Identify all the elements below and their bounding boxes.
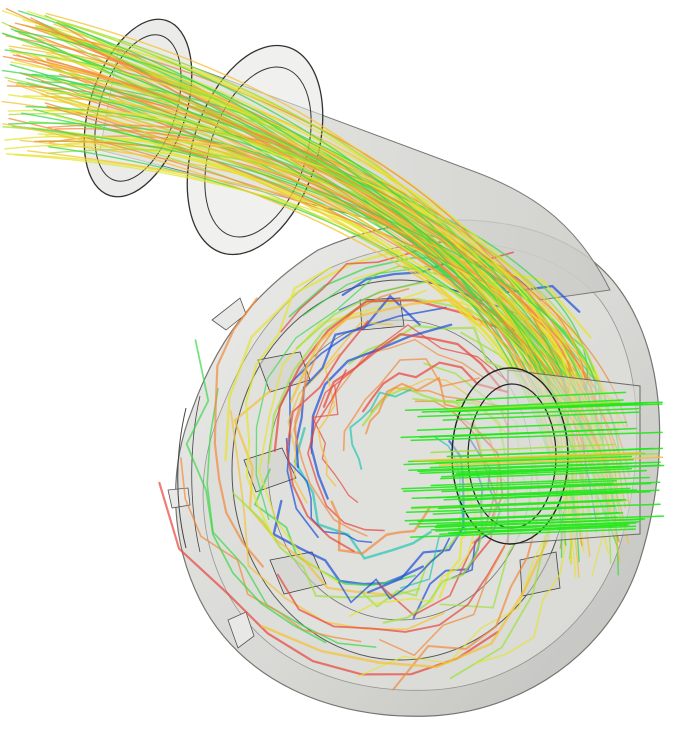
streamline — [438, 456, 664, 466]
streamline — [411, 489, 660, 500]
streamline — [412, 451, 642, 462]
streamline — [365, 376, 465, 435]
streamline — [8, 117, 571, 402]
streamline — [348, 535, 474, 617]
streamline — [347, 324, 533, 403]
streamline — [45, 139, 579, 411]
streamline — [439, 469, 647, 480]
streamline — [410, 498, 627, 509]
streamline — [417, 407, 640, 418]
streamline — [293, 426, 432, 560]
streamline — [206, 388, 377, 648]
streamline — [457, 399, 624, 409]
streamline — [408, 515, 665, 525]
streamline — [417, 518, 646, 528]
streamline — [414, 400, 500, 544]
streamlines-swirl — [158, 240, 621, 691]
streamline — [330, 500, 432, 555]
streamline — [439, 403, 663, 413]
streamline — [454, 487, 631, 498]
streamline — [456, 481, 661, 491]
streamline — [429, 452, 659, 463]
streamline — [430, 443, 615, 454]
streamline — [342, 358, 480, 452]
streamline — [416, 421, 628, 431]
streamline — [446, 447, 655, 458]
streamline — [286, 306, 447, 539]
streamline — [409, 528, 636, 538]
streamline — [439, 525, 637, 535]
streamline — [322, 333, 502, 408]
streamline — [349, 388, 412, 470]
streamline — [428, 512, 624, 522]
streamline — [429, 458, 634, 469]
streamline — [317, 353, 340, 487]
streamline — [401, 479, 617, 490]
streamline — [455, 391, 627, 402]
streamlines-inlet — [400, 391, 665, 538]
streamline — [307, 369, 385, 532]
streamline — [410, 431, 663, 442]
streamline — [57, 20, 604, 409]
streamline — [285, 320, 369, 553]
streamline — [233, 388, 390, 596]
streamline — [180, 457, 362, 643]
streamline — [232, 492, 420, 599]
streamline — [432, 505, 616, 515]
streamline — [402, 482, 614, 492]
streamline — [12, 54, 597, 421]
streamline — [285, 437, 373, 544]
streamline — [295, 294, 421, 469]
streamline — [451, 466, 621, 476]
streamline — [447, 401, 621, 411]
streamline — [40, 46, 584, 394]
streamline — [440, 468, 633, 478]
streamline — [26, 150, 627, 431]
streamline — [437, 499, 623, 510]
streamline — [276, 545, 506, 633]
streamline — [310, 323, 453, 500]
streamline — [381, 378, 509, 436]
streamline — [359, 516, 462, 608]
streamline — [408, 461, 661, 471]
streamline — [230, 410, 445, 631]
streamline — [293, 364, 368, 537]
streamline — [362, 361, 508, 413]
streamline — [5, 8, 629, 428]
streamline — [430, 521, 641, 531]
streamline — [441, 482, 652, 493]
streamline — [326, 338, 485, 418]
streamline — [338, 537, 451, 604]
streamline — [213, 297, 264, 568]
streamline — [400, 428, 620, 439]
streamline — [452, 524, 628, 534]
streamline — [435, 522, 637, 532]
streamline — [442, 411, 641, 421]
streamline — [451, 402, 648, 412]
streamline — [185, 339, 327, 644]
streamline — [244, 266, 332, 539]
streamline — [405, 503, 661, 514]
streamline — [457, 491, 621, 502]
streamline — [289, 298, 532, 403]
streamline — [430, 476, 651, 487]
streamline — [258, 289, 427, 586]
